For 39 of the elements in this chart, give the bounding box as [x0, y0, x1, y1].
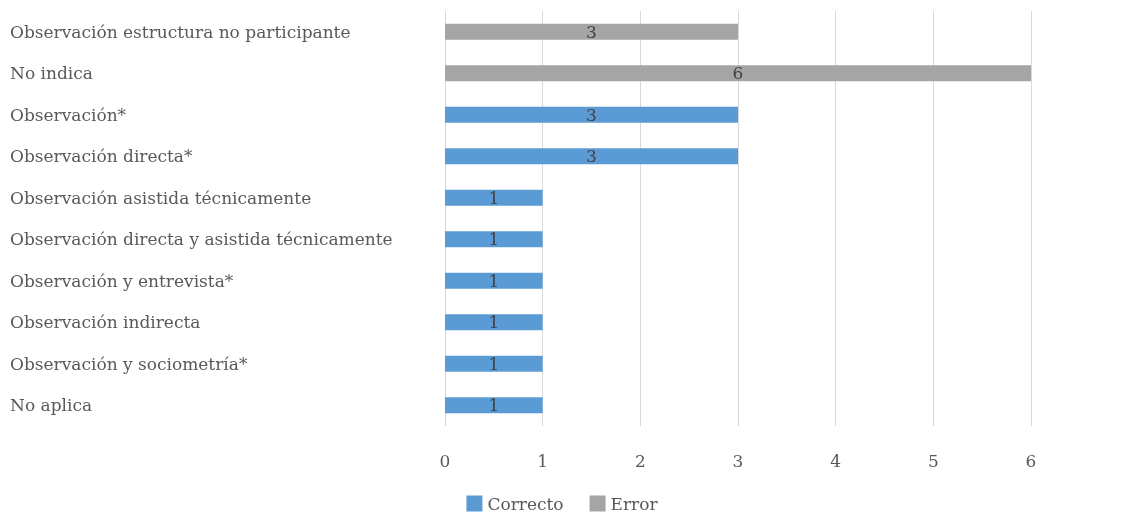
y-tick-label: Observación y entrevista*	[10, 270, 234, 291]
bar	[445, 355, 543, 372]
y-tick-label: Observación estructura no participante	[10, 21, 351, 42]
x-tick-label: 0	[439, 450, 451, 471]
data-label: 1	[488, 187, 500, 208]
data-label: 3	[586, 146, 597, 167]
data-label: 1	[488, 229, 500, 250]
data-label: 1	[488, 395, 500, 416]
bar	[445, 189, 543, 206]
data-label: 1	[488, 312, 500, 333]
bar	[445, 65, 1031, 82]
x-tick-label: 4	[830, 450, 842, 471]
legend-label: Correcto	[487, 493, 564, 514]
y-tick-label: No indica	[10, 63, 93, 84]
bar	[445, 148, 738, 165]
y-tick-label: Observación*	[10, 104, 127, 125]
bar	[445, 397, 543, 414]
x-tick-label: 2	[634, 450, 646, 471]
y-tick-label: Observación asistida técnicamente	[10, 187, 312, 208]
y-tick-label: Observación indirecta	[10, 312, 201, 333]
x-tick-label: 6	[1025, 450, 1037, 471]
y-tick-label: No aplica	[10, 395, 93, 416]
y-tick-label: Observación directa*	[10, 146, 194, 167]
y-tick-label: Observación directa y asistida técnicamente	[10, 229, 393, 250]
bar	[445, 272, 543, 289]
data-label: 1	[488, 270, 500, 291]
bar	[445, 314, 543, 331]
x-tick-label: 3	[732, 450, 744, 471]
legend-label: Error	[610, 493, 659, 514]
data-label: 6	[732, 63, 744, 84]
data-label: 1	[488, 353, 500, 374]
bar	[445, 231, 543, 248]
data-label: 3	[586, 104, 597, 125]
data-label: 3	[586, 21, 597, 42]
x-tick-label: 1	[537, 450, 549, 471]
y-tick-label: Observación y sociometría*	[10, 353, 248, 374]
x-tick-label: 5	[927, 450, 939, 471]
bar	[445, 106, 738, 123]
bar	[445, 23, 738, 40]
